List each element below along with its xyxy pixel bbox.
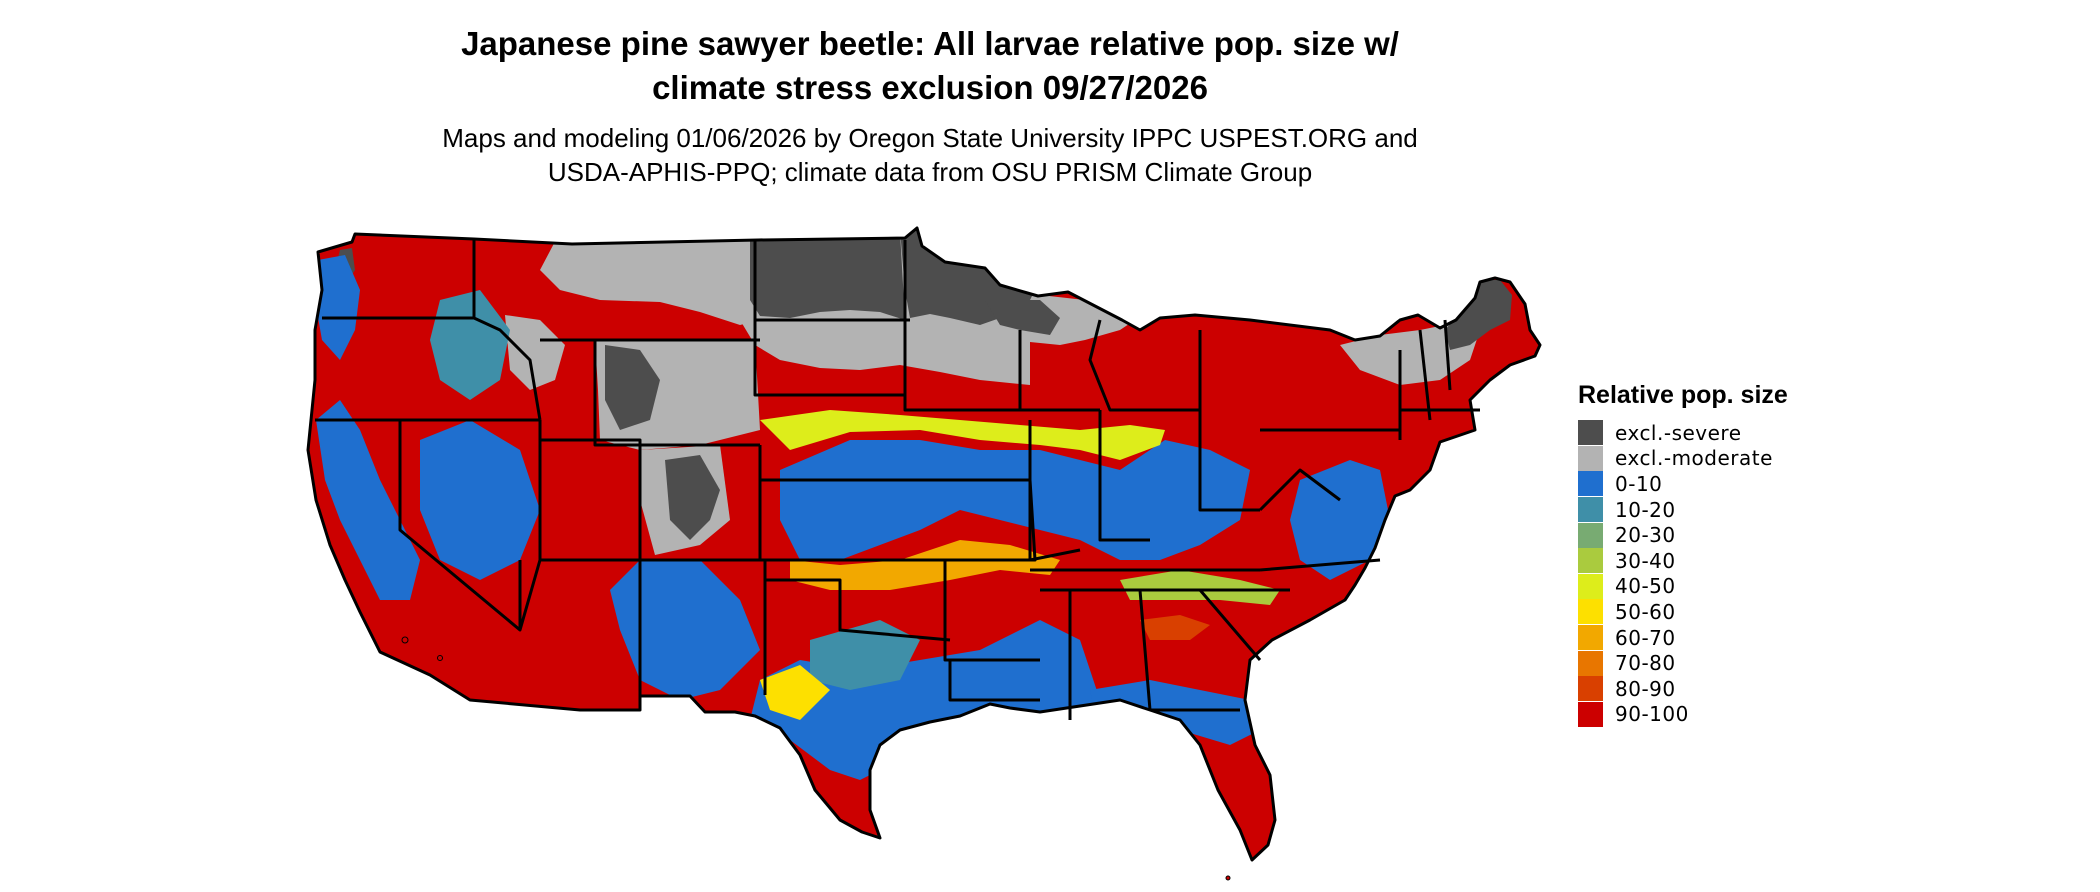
zone-40-50-plains-band: [760, 410, 1165, 460]
boundary-oh-pa: [1198, 410, 1260, 512]
zone-50-60-southwest-band: [760, 665, 830, 720]
zone-30-40-tn-valley: [1120, 570, 1280, 605]
legend-label: 20-30: [1615, 523, 1676, 548]
legend-label: 10-20: [1615, 497, 1676, 522]
legend-swatch: [1578, 573, 1603, 599]
legend-item: excl.-moderate: [1578, 445, 1788, 472]
legend-swatch: [1578, 420, 1603, 446]
boundary-ar-la: [948, 660, 1040, 702]
boundary-ok-tx: [765, 578, 951, 642]
legend-swatch: [1578, 599, 1603, 625]
island-keys: [1225, 875, 1231, 881]
boundary-va-wv: [1258, 468, 1341, 512]
legend-label: 90-100: [1615, 702, 1689, 727]
legend-items: excl.-severe excl.-moderate 0-10 10-20 20-30…: [1578, 420, 1788, 727]
title-line-1: Japanese pine sawyer beetle: All larvae …: [461, 25, 1399, 62]
zone-10-20-texas-edge: [810, 620, 920, 690]
zone-excl-severe-colorado: [665, 455, 720, 540]
boundary-id-mt: [472, 239, 542, 421]
boundary-in-oh: [1098, 410, 1150, 542]
legend-label: 60-70: [1615, 625, 1676, 650]
boundary-nc-va: [1259, 558, 1381, 572]
legend-swatch: [1578, 701, 1603, 727]
legend-swatch: [1578, 625, 1603, 651]
zone-excl-severe-maine: [1445, 280, 1512, 350]
legend-swatch: [1578, 650, 1603, 676]
map-zones: [315, 230, 1512, 780]
island-channel-1: [401, 636, 409, 644]
island-channel-2: [437, 655, 443, 661]
boundary-ia-mo: [930, 478, 1037, 562]
map-subtitle: Maps and modeling 01/06/2026 by Oregon S…: [0, 121, 1860, 189]
state-boundaries: [306, 226, 1542, 862]
boundary-il-in: [1028, 420, 1081, 562]
zone-0-10-southwest: [610, 560, 760, 700]
legend-item: 60-70: [1578, 625, 1788, 651]
legend-label: excl.-moderate: [1615, 446, 1773, 471]
boundary-wy-co-ne: [593, 340, 760, 447]
legend-swatch: [1578, 548, 1603, 574]
map-canvas: [306, 226, 1542, 881]
boundary-mn-ia: [903, 240, 1020, 412]
legend-item: 70-80: [1578, 650, 1788, 676]
subtitle-line-1: Maps and modeling 01/06/2026 by Oregon S…: [442, 123, 1418, 153]
boundary-ga-sc: [1198, 589, 1262, 661]
boundary-wi-il: [1018, 330, 1100, 412]
legend-label: 30-40: [1615, 548, 1676, 573]
legend-label: 70-80: [1615, 651, 1676, 676]
legend-label: 50-60: [1615, 599, 1676, 624]
legend: Relative pop. size excl.-severe excl.-mod…: [1578, 380, 1788, 727]
subtitle-line-2: USDA-APHIS-PPQ; climate data from OSU PR…: [547, 157, 1313, 187]
legend-item: 10-20: [1578, 497, 1788, 523]
zone-0-10-california: [316, 400, 420, 600]
zone-excl-moderate-north: [540, 232, 760, 325]
boundary-dakotas: [753, 240, 905, 397]
legend-item: 20-30: [1578, 522, 1788, 548]
zone-0-10-great-basin: [420, 420, 540, 580]
legend-label: 80-90: [1615, 676, 1676, 701]
legend-label: excl.-severe: [1615, 420, 1742, 445]
legend-swatch: [1578, 676, 1603, 702]
zone-excl-severe-wyoming: [605, 345, 660, 430]
boundary-al-ga: [1138, 589, 1152, 711]
zone-0-10-central-plains: [780, 440, 1250, 560]
legend-label: 0-10: [1615, 471, 1663, 496]
title-line-2: climate stress exclusion 09/27/2026: [652, 69, 1208, 106]
boundary-mo-ar: [943, 560, 1040, 662]
islands: [401, 636, 1231, 881]
zone-excl-moderate-ut: [505, 315, 565, 390]
map-title: Japanese pine sawyer beetle: All larvae …: [0, 22, 1860, 110]
zone-80-90-south-edge: [1140, 615, 1210, 640]
legend-label: 40-50: [1615, 574, 1676, 599]
boundary-vt-nh: [1418, 329, 1432, 421]
zone-excl-severe-north-dakota: [750, 232, 905, 320]
zone-60-70-south-band: [790, 540, 1060, 590]
legend-swatch: [1578, 522, 1603, 548]
legend-title: Relative pop. size: [1578, 381, 1788, 409]
legend-swatch: [1578, 445, 1603, 471]
legend-item: 30-40: [1578, 548, 1788, 574]
us-outline: [306, 226, 1542, 862]
legend-item: 40-50: [1578, 573, 1788, 600]
boundary-mi: [1088, 319, 1202, 412]
legend-item: 80-90: [1578, 676, 1788, 702]
legend-item: 90-100: [1578, 701, 1788, 728]
zone-excl-severe-upper-mi: [985, 300, 1060, 335]
us-map: [300, 220, 1570, 890]
boundary-ut-co: [540, 438, 642, 560]
legend-swatch: [1578, 471, 1603, 497]
legend-item: excl.-severe: [1578, 420, 1788, 446]
zone-0-10-pacific-nw: [315, 255, 360, 360]
zone-0-10-east-coast: [1290, 460, 1390, 580]
legend-item: 0-10: [1578, 471, 1788, 497]
legend-item: 50-60: [1578, 599, 1788, 625]
boundary-ca-nv: [398, 420, 521, 632]
boundary-nv-ut-az: [518, 420, 542, 632]
boundary-nh-me: [1443, 319, 1452, 391]
legend-swatch: [1578, 497, 1603, 523]
